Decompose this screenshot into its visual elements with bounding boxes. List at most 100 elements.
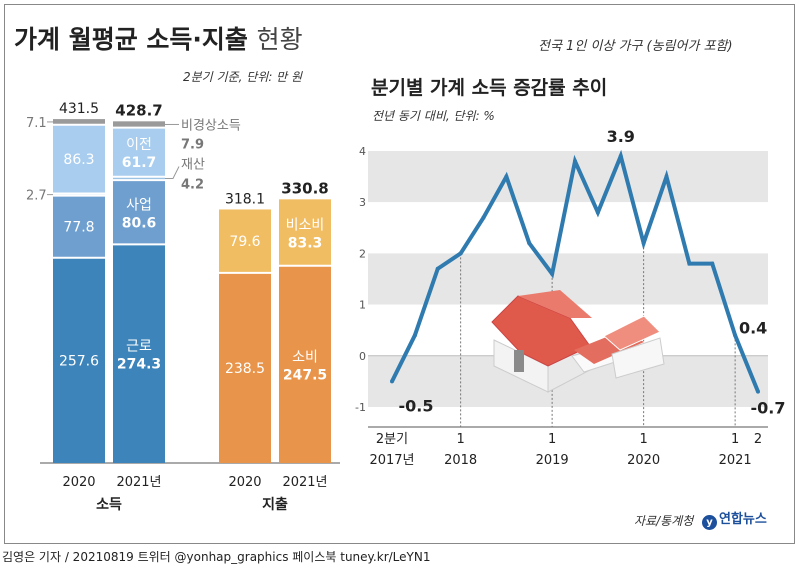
segment-value-label: 86.3 [63, 152, 94, 168]
data-point [481, 215, 486, 220]
house-door [514, 350, 524, 372]
data-point [390, 379, 394, 384]
bar-total-label: 318.1 [225, 191, 265, 207]
bar-segment-사업-2021년 [113, 180, 165, 245]
segment-value-label: 247.5 [283, 367, 327, 383]
segment-value-label: 257.6 [59, 353, 99, 369]
bar-segment-소비-2021년 [279, 265, 331, 463]
stacked-bar-chart: 2020431.52021년428.7소득2020318.12021년330.8… [26, 101, 340, 513]
segment-value-label: 79.6 [229, 234, 260, 250]
outside-name-label: 재산 [181, 157, 205, 172]
scope-note: 전국 1인 이상 가구 (농림어가 포함) [538, 39, 733, 54]
data-point [733, 333, 738, 338]
data-point [458, 251, 463, 256]
data-point [595, 210, 600, 215]
brand-name: 연합뉴스 [719, 512, 767, 527]
bar-segment-비경상소득-2020 [53, 119, 105, 125]
bar-segment-소비-2020 [219, 272, 271, 463]
y-tick-label: 3 [359, 196, 366, 209]
x-tick-label: 2분기 [376, 432, 408, 447]
segment-value-label: 274.3 [117, 357, 161, 373]
group-label: 지출 [262, 496, 288, 513]
data-point [504, 174, 509, 179]
x-tick-label: 2021 [719, 453, 752, 468]
bar-segment-근로-2020 [53, 257, 105, 463]
data-point [756, 389, 760, 394]
x-tick-label: 2020 [627, 453, 660, 468]
data-point [687, 261, 692, 266]
data-point [412, 333, 417, 338]
bar-segment-비경상소득-2021년 [113, 121, 165, 128]
x-tick-label: 2018 [444, 453, 477, 468]
bar-segment-이전-2021년 [113, 127, 165, 177]
main-title: 가계 월평균 소득·지출 현황 [14, 20, 303, 56]
bar-total-label: 330.8 [281, 179, 328, 197]
main-title-bold: 가계 월평균 소득·지출 [14, 25, 248, 54]
source-note: 자료/통계청 [634, 514, 694, 528]
segment-value-label: 238.5 [225, 361, 265, 377]
right-unit-note: 전년 동기 대비, 단위: % [372, 109, 495, 123]
outside-value-label: 4.2 [181, 177, 204, 192]
house-illustration [491, 290, 665, 393]
y-tick-label: 4 [359, 145, 366, 158]
house-roof-top [518, 290, 592, 318]
data-point [435, 266, 440, 271]
brand-icon: y [702, 515, 717, 530]
bar-segment-재산-2020 [53, 193, 105, 196]
main-title-light: 현황 [256, 25, 303, 54]
x-tick-label: 2020 [228, 475, 261, 490]
data-point [618, 154, 623, 159]
x-tick-label: 2021년 [282, 475, 327, 490]
y-tick-label: 1 [359, 299, 366, 312]
x-tick-label: 2019 [536, 453, 569, 468]
x-tick-label: 1 [639, 432, 647, 447]
data-label: -0.7 [751, 399, 786, 418]
frame-border [4, 4, 795, 544]
segment-value-label: 77.8 [63, 220, 94, 236]
data-label: 0.4 [739, 318, 767, 337]
data-point [710, 261, 715, 266]
group-label: 소득 [96, 497, 122, 513]
bar-segment-근로-2021년 [113, 244, 165, 463]
segment-value-label: 61.7 [122, 155, 157, 171]
y-tick-label: -1 [355, 401, 366, 414]
segment-name-label: 이전 [126, 137, 152, 153]
brand-logo: y 연합뉴스 [702, 508, 767, 530]
outside-value-label: 2.7 [26, 189, 47, 204]
bar-segment-비소비-2020 [219, 209, 271, 273]
money-stack [611, 337, 665, 379]
outside-value-label: 7.9 [181, 137, 204, 152]
right-chart-title: 분기별 가계 소득 증감률 추이 [371, 77, 608, 99]
x-tick-label: 2017년 [369, 453, 414, 468]
money-bills [603, 315, 661, 351]
data-label: 3.9 [607, 127, 635, 146]
x-tick-label: 2020 [62, 475, 95, 490]
segment-name-label: 비소비 [286, 218, 325, 234]
data-point [527, 241, 532, 246]
segment-name-label: 근로 [126, 339, 152, 355]
segment-value-label: 83.3 [288, 236, 323, 252]
bar-segment-재산-2021년 [113, 176, 165, 181]
segment-name-label: 사업 [126, 197, 152, 213]
line-chart: -1012342분기2017년120181201912020120212-0.5… [355, 127, 785, 468]
bar-total-label: 431.5 [59, 101, 99, 117]
outside-value-label: 7.1 [26, 116, 47, 131]
bar-segment-사업-2020 [53, 195, 105, 258]
x-tick-label: 1 [456, 432, 464, 447]
segment-name-label: 소비 [292, 349, 318, 365]
data-point [641, 241, 646, 246]
x-tick-label: 1 [548, 432, 556, 447]
data-point [573, 159, 577, 164]
data-point [550, 271, 555, 276]
outside-name-label: 비경상소득 [181, 118, 241, 133]
x-tick-label: 2021년 [116, 475, 161, 490]
bar-total-label: 428.7 [115, 101, 162, 119]
data-label: -0.5 [399, 396, 434, 415]
data-point [664, 174, 669, 179]
x-tick-label: 1 [731, 432, 739, 447]
left-unit-note: 2분기 기준, 단위: 만 원 [183, 70, 303, 84]
segment-value-label: 80.6 [122, 215, 157, 231]
bar-segment-이전-2020 [53, 124, 105, 194]
